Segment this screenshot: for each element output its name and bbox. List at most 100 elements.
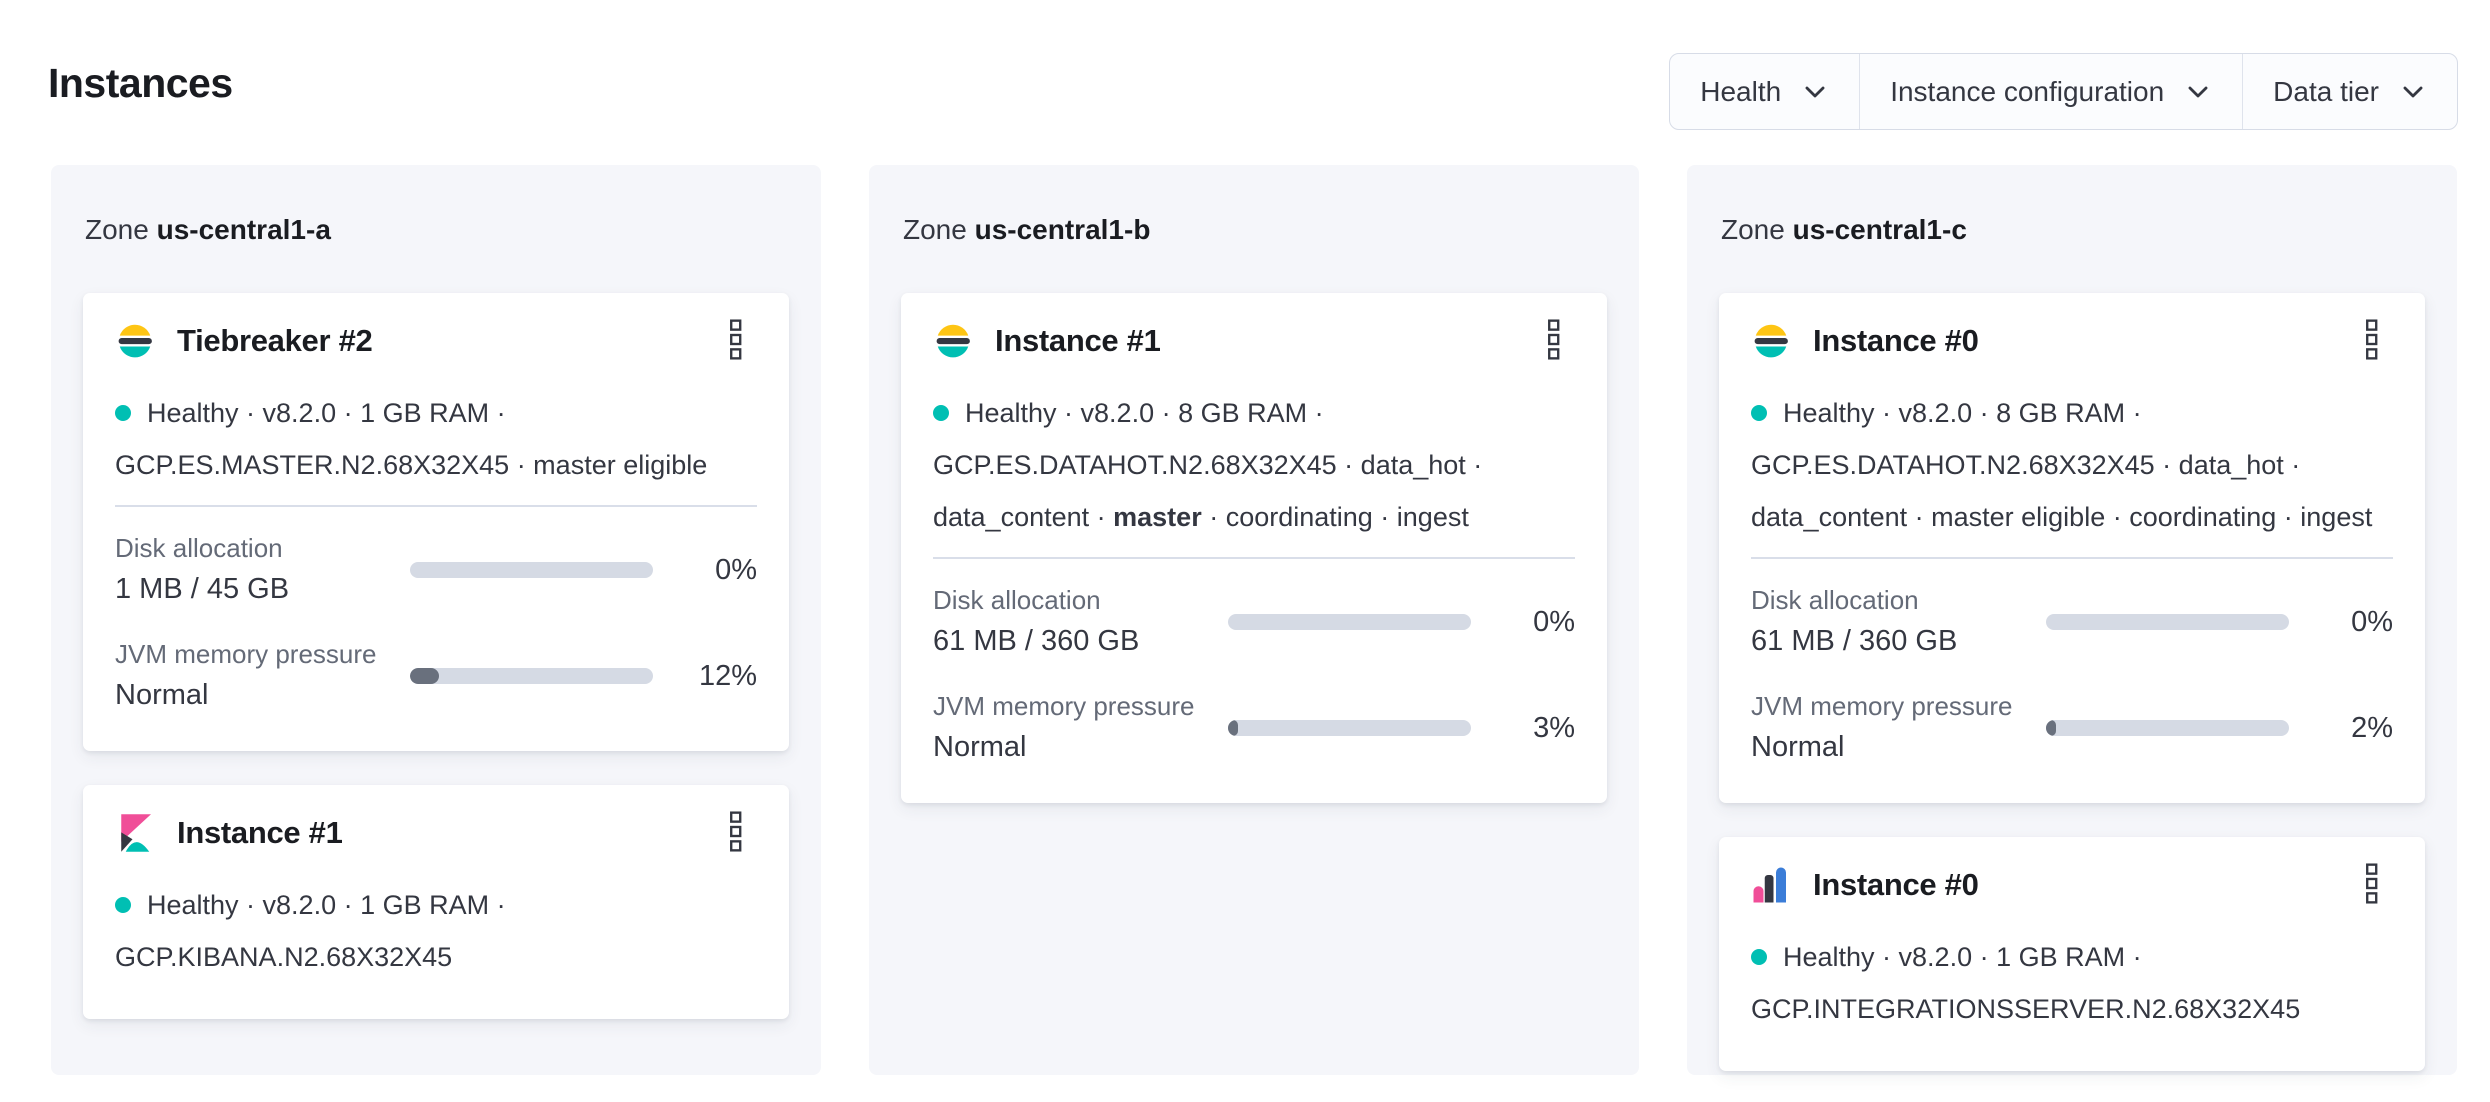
disk-allocation-percent: 0%: [2351, 605, 2393, 638]
instance-status-line: GCP.INTEGRATIONSSERVER.N2.68X32X45: [1751, 983, 2393, 1035]
zone-label: Zone us-central1-c: [1721, 213, 2425, 247]
instance-status: Healthy · v8.2.0 · 1 GB RAM · GCP.KIBANA.…: [115, 879, 757, 983]
disk-allocation-metric-row: Disk allocation 61 MB / 360 GB 0%: [1751, 583, 2393, 661]
page-title: Instances: [48, 60, 233, 106]
status-text: GCP.KIBANA.N2.68X32X45: [115, 942, 453, 972]
zone-panel-us-central1-b: Zone us-central1-b Instance #1 Healthy · v…: [869, 165, 1639, 1075]
health-status-icon: [115, 405, 131, 421]
jvm-memory-pressure-label: JVM memory pressure: [933, 691, 1195, 721]
jvm-memory-pressure-metric-row: JVM memory pressure Normal 12%: [115, 637, 757, 715]
status-text: GCP.ES.MASTER.N2.68X32X45 · master eligi…: [115, 450, 708, 480]
disk-allocation-meter: [2046, 614, 2289, 630]
status-text: · coordinating · ingest: [1201, 502, 1469, 532]
disk-allocation-percent: 0%: [715, 553, 757, 586]
jvm-memory-pressure-label: JVM memory pressure: [115, 639, 377, 669]
instance-actions-menu-button[interactable]: [2349, 317, 2393, 365]
jvm-memory-pressure-value: Normal: [933, 731, 1027, 763]
filter-health-button[interactable]: Health: [1670, 54, 1859, 129]
zone-label-prefix: Zone: [85, 214, 157, 245]
metric-right: 0%: [2046, 606, 2393, 639]
instance-status: Healthy · v8.2.0 · 1 GB RAM · GCP.INTEGRA…: [1751, 931, 2393, 1035]
boxes-vertical-icon: [728, 319, 743, 363]
meter-fill: [1228, 720, 1238, 736]
instance-card-instance-1-us-central1-b: Instance #1 Healthy · v8.2.0 · 8 GB RAM ·…: [901, 293, 1607, 803]
boxes-vertical-icon: [2364, 319, 2379, 363]
zone-name: us-central1-c: [1792, 214, 1967, 245]
status-text: Healthy · v8.2.0 · 8 GB RAM ·: [965, 398, 1324, 428]
instance-status-line: Healthy · v8.2.0 · 1 GB RAM ·: [115, 387, 757, 439]
instance-status-line: Healthy · v8.2.0 · 8 GB RAM ·: [1751, 387, 2393, 439]
instance-title: Instance #1: [177, 815, 343, 850]
disk-allocation-meter: [1228, 614, 1471, 630]
boxes-vertical-icon: [1546, 319, 1561, 363]
elasticsearch-logo-icon: [115, 321, 155, 361]
instance-card-header: Instance #0: [1751, 319, 2393, 363]
filter-data-tier-button[interactable]: Data tier: [2242, 54, 2457, 129]
instance-status-line: GCP.ES.MASTER.N2.68X32X45 · master eligi…: [115, 439, 757, 491]
instance-status: Healthy · v8.2.0 · 1 GB RAM · GCP.ES.MAST…: [115, 387, 757, 491]
disk-allocation-value: 61 MB / 360 GB: [933, 625, 1140, 657]
instance-status-line: data_content · master eligible · coordin…: [1751, 491, 2393, 543]
disk-allocation-meter: [410, 562, 653, 578]
elasticsearch-logo-icon: [1751, 321, 1791, 361]
instance-card-header: Instance #0: [1751, 863, 2393, 907]
metric-left: Disk allocation 1 MB / 45 GB: [115, 531, 410, 609]
instance-title: Instance #1: [995, 323, 1161, 358]
elasticsearch-logo-icon: [933, 321, 973, 361]
instance-actions-menu-button[interactable]: [1531, 317, 1575, 365]
chevron-down-icon: [2403, 86, 2423, 97]
zone-label-prefix: Zone: [1721, 214, 1793, 245]
filter-group: Health Instance configuration Data tier: [1669, 53, 2458, 130]
jvm-memory-pressure-percent: 3%: [1533, 711, 1575, 744]
metric-left: JVM memory pressure Normal: [933, 689, 1228, 767]
filter-health-label: Health: [1700, 75, 1782, 107]
instance-card-header: Instance #1: [115, 811, 757, 855]
jvm-memory-pressure-percent: 2%: [2351, 711, 2393, 744]
integrations-server-logo-icon: [1751, 865, 1791, 905]
instance-title: Tiebreaker #2: [177, 323, 373, 358]
instance-title: Instance #0: [1813, 867, 1979, 902]
instance-status-line: Healthy · v8.2.0 · 8 GB RAM ·: [933, 387, 1575, 439]
instance-status-line: GCP.KIBANA.N2.68X32X45: [115, 931, 757, 983]
instance-title: Instance #0: [1813, 323, 1979, 358]
metric-left: Disk allocation 61 MB / 360 GB: [1751, 583, 2046, 661]
jvm-memory-pressure-percent: 12%: [698, 659, 757, 692]
instance-card-header: Instance #1: [933, 319, 1575, 363]
instance-actions-menu-button[interactable]: [713, 317, 757, 365]
zone-name: us-central1-b: [974, 214, 1151, 245]
status-text: data_content · master eligible · coordin…: [1751, 502, 2373, 532]
jvm-memory-pressure-meter: [2046, 720, 2289, 736]
metric-right: 0%: [1228, 606, 1575, 639]
metric-right: 2%: [2046, 712, 2393, 745]
card-divider: [1751, 557, 2393, 559]
zone-label: Zone us-central1-b: [903, 213, 1607, 247]
jvm-memory-pressure-metric-row: JVM memory pressure Normal 2%: [1751, 689, 2393, 767]
jvm-memory-pressure-value: Normal: [1751, 731, 1845, 763]
instance-card-tiebreaker-2-us-central1-a: Tiebreaker #2 Healthy · v8.2.0 · 1 GB RAM…: [83, 293, 789, 751]
disk-allocation-value: 1 MB / 45 GB: [115, 573, 290, 605]
health-status-icon: [933, 405, 949, 421]
instance-card-instance-1-us-central1-a: Instance #1 Healthy · v8.2.0 · 1 GB RAM ·…: [83, 785, 789, 1019]
meter-fill: [410, 668, 439, 684]
jvm-memory-pressure-value: Normal: [115, 679, 209, 711]
zones-container: Zone us-central1-a Tiebreaker #2 Healthy ·…: [51, 165, 2457, 1075]
status-text: Healthy · v8.2.0 · 1 GB RAM ·: [147, 890, 506, 920]
kibana-logo-icon: [115, 813, 155, 853]
instance-status-line: GCP.ES.DATAHOT.N2.68X32X45 · data_hot ·: [1751, 439, 2393, 491]
health-status-icon: [1751, 405, 1767, 421]
status-text: GCP.ES.DATAHOT.N2.68X32X45 · data_hot ·: [1751, 450, 2301, 480]
zone-label: Zone us-central1-a: [85, 213, 789, 247]
filter-instance-configuration-button[interactable]: Instance configuration: [1859, 54, 2242, 129]
zone-label-prefix: Zone: [903, 214, 975, 245]
metric-left: Disk allocation 61 MB / 360 GB: [933, 583, 1228, 661]
disk-allocation-label: Disk allocation: [933, 585, 1101, 615]
disk-allocation-label: Disk allocation: [1751, 585, 1919, 615]
card-divider: [115, 505, 757, 507]
instance-actions-menu-button[interactable]: [713, 809, 757, 857]
instance-actions-menu-button[interactable]: [2349, 861, 2393, 909]
health-status-icon: [1751, 949, 1767, 965]
zone-panel-us-central1-c: Zone us-central1-c Instance #0 Healthy · v…: [1687, 165, 2457, 1075]
health-status-icon: [115, 897, 131, 913]
disk-allocation-metric-row: Disk allocation 61 MB / 360 GB 0%: [933, 583, 1575, 661]
